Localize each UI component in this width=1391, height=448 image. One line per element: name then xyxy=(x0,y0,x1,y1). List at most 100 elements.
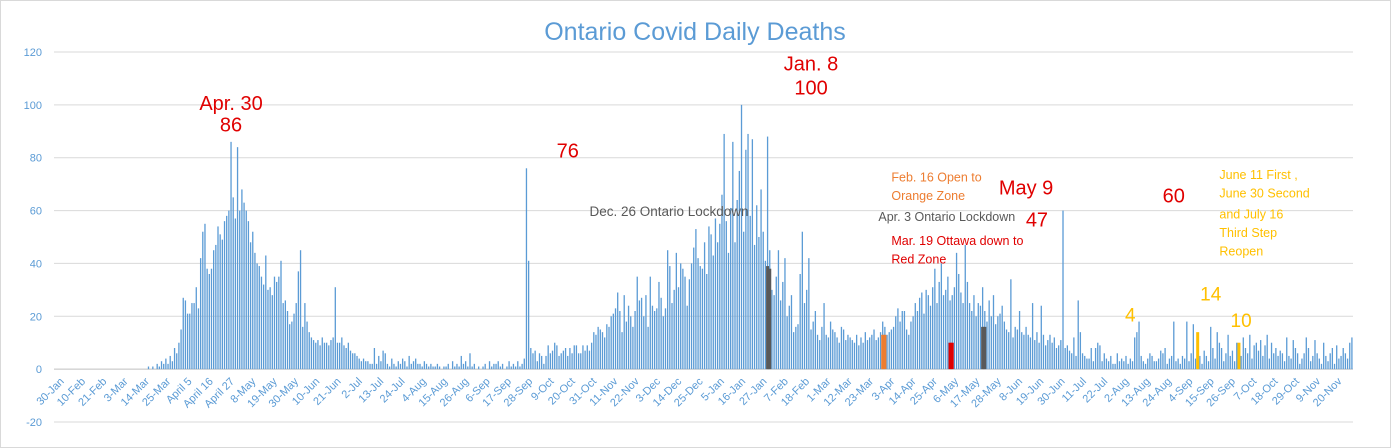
bar xyxy=(219,234,221,370)
bar xyxy=(469,353,471,370)
y-tick-label: 80 xyxy=(30,153,42,165)
bar xyxy=(1292,340,1294,370)
bar xyxy=(968,303,971,370)
bar xyxy=(178,342,180,370)
bar xyxy=(690,263,693,370)
bar xyxy=(1086,358,1088,370)
bar xyxy=(1175,361,1177,370)
bar xyxy=(501,363,504,370)
bar xyxy=(447,363,449,370)
bar xyxy=(384,353,386,370)
bar xyxy=(1066,345,1069,370)
bar xyxy=(569,348,571,370)
bar xyxy=(604,337,606,370)
bar xyxy=(1125,355,1127,370)
bar xyxy=(1190,353,1192,370)
bar xyxy=(297,271,300,370)
bar xyxy=(1286,337,1288,370)
bar xyxy=(321,337,323,370)
bar xyxy=(1240,355,1242,370)
bar xyxy=(958,274,960,370)
bar xyxy=(386,363,389,370)
bar xyxy=(1144,363,1147,370)
bar xyxy=(445,366,447,370)
bar xyxy=(1277,355,1279,370)
bar xyxy=(623,295,625,370)
bar xyxy=(173,348,176,370)
bar xyxy=(408,355,410,370)
bar xyxy=(289,324,291,370)
bar xyxy=(317,340,319,370)
bar xyxy=(823,303,825,370)
bar xyxy=(662,316,664,370)
bar xyxy=(801,231,803,370)
annotation-jan8-value: 100 xyxy=(794,77,827,99)
bar xyxy=(182,297,184,370)
bar xyxy=(1079,332,1082,370)
bar xyxy=(193,303,195,370)
bar xyxy=(1166,363,1168,370)
bar xyxy=(206,268,208,370)
bar xyxy=(1042,334,1045,370)
bar xyxy=(840,326,843,370)
bar xyxy=(332,337,334,370)
bar xyxy=(1262,355,1264,370)
bar xyxy=(521,363,523,370)
bar xyxy=(234,218,237,370)
y-tick-label: -20 xyxy=(26,417,42,429)
bar xyxy=(995,324,997,370)
bar xyxy=(638,300,641,370)
bar xyxy=(1281,353,1284,370)
bar xyxy=(932,287,934,370)
bar xyxy=(156,363,158,370)
bar xyxy=(228,210,230,370)
bar xyxy=(873,329,875,370)
bar xyxy=(727,252,730,370)
bar xyxy=(842,329,845,370)
bar xyxy=(614,308,617,370)
bar xyxy=(284,300,286,370)
bar xyxy=(1236,342,1238,370)
bar xyxy=(462,363,465,370)
annotation-apr30-value: 86 xyxy=(220,114,242,136)
bar xyxy=(514,366,517,370)
bar xyxy=(534,350,536,370)
bar xyxy=(999,313,1001,370)
bar xyxy=(1279,350,1281,370)
bar xyxy=(914,303,916,370)
bar xyxy=(1036,332,1038,370)
bar xyxy=(732,141,734,370)
bar xyxy=(1231,350,1234,370)
bar xyxy=(829,321,832,370)
bar xyxy=(688,279,691,370)
bar xyxy=(478,366,480,370)
bar xyxy=(1162,353,1164,370)
bar xyxy=(517,361,519,370)
bar xyxy=(241,189,243,370)
bar xyxy=(1225,353,1227,370)
bar xyxy=(1294,348,1297,370)
bar xyxy=(1288,355,1290,370)
bar xyxy=(184,300,187,370)
bar xyxy=(797,324,799,370)
bar xyxy=(1283,361,1286,370)
bar xyxy=(612,313,615,370)
bar xyxy=(888,332,890,370)
bar xyxy=(549,353,552,370)
bar xyxy=(686,305,688,370)
bar xyxy=(806,289,808,370)
annotation-mar19-note-2: Red Zone xyxy=(891,252,946,266)
bar xyxy=(495,363,497,370)
annotation-june-note-5: Reopen xyxy=(1219,245,1263,259)
bar xyxy=(573,345,575,370)
bar xyxy=(330,340,332,370)
bar xyxy=(186,313,189,370)
bar xyxy=(1092,361,1095,370)
bar xyxy=(295,303,297,370)
bar xyxy=(232,197,234,370)
bar xyxy=(286,311,289,370)
bar xyxy=(734,242,736,370)
bar xyxy=(682,268,684,370)
bar xyxy=(1008,332,1010,370)
annotation-jul-10-value: 10 xyxy=(1231,311,1252,332)
